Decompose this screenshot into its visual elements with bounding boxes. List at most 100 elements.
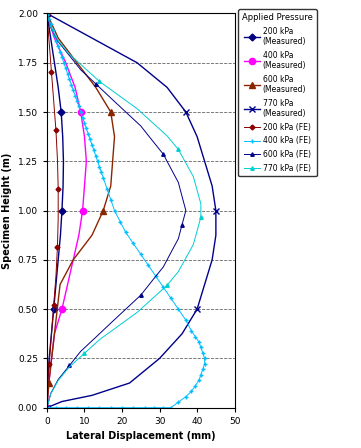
600 kPa (FE) [180, 194, 184, 199]
200 kPa (FE) [45, 405, 49, 410]
200 kPa
(Measured) [49, 331, 53, 336]
Line: 770 kPa
(Measured): 770 kPa (Measured) [43, 10, 219, 411]
600 kPa (FE) [67, 363, 71, 368]
400 kPa (FE) [64, 65, 68, 71]
770 kPa (FE) [176, 147, 180, 152]
770 kPa (FE) [67, 364, 71, 370]
200 kPa (FE) [49, 332, 53, 337]
770 kPa (FE) [135, 106, 139, 112]
200 kPa
(Measured) [45, 380, 50, 386]
770 kPa
(Measured) [165, 85, 169, 90]
770 kPa
(Measured) [210, 257, 214, 263]
770 kPa (FE) [67, 52, 71, 57]
600 kPa (FE) [79, 349, 83, 354]
600 kPa (FE) [109, 320, 113, 326]
Line: 770 kPa (FE): 770 kPa (FE) [45, 12, 203, 409]
600 kPa (FE) [56, 377, 60, 382]
200 kPa
(Measured) [52, 306, 56, 312]
600 kPa (FE) [169, 250, 173, 255]
400 kPa
(Measured) [84, 159, 88, 164]
200 kPa (FE) [47, 361, 51, 366]
200 kPa
(Measured) [47, 356, 51, 361]
770 kPa
(Measured) [135, 60, 139, 65]
770 kPa (FE) [48, 392, 53, 397]
600 kPa (FE) [139, 293, 143, 298]
770 kPa (FE) [184, 160, 188, 166]
400 kPa (FE) [45, 11, 49, 16]
200 kPa (FE) [49, 69, 53, 74]
400 kPa (FE) [161, 284, 165, 290]
770 kPa (FE) [97, 337, 102, 342]
770 kPa (FE) [184, 255, 188, 261]
770 kPa
(Measured) [90, 392, 94, 398]
600 kPa (FE) [169, 166, 173, 171]
600 kPa (FE) [161, 264, 165, 270]
600 kPa
(Measured) [71, 257, 75, 263]
200 kPa
(Measured) [48, 35, 53, 41]
Line: 400 kPa
(Measured): 400 kPa (Measured) [44, 10, 90, 411]
600 kPa (FE) [45, 405, 49, 410]
770 kPa (FE) [191, 242, 196, 247]
200 kPa (FE) [55, 157, 60, 162]
770 kPa (FE) [82, 65, 87, 70]
770 kPa (FE) [199, 215, 203, 220]
770 kPa
(Measured) [127, 380, 132, 386]
600 kPa
(Measured) [93, 85, 98, 90]
600 kPa (FE) [184, 208, 188, 213]
600 kPa
(Measured) [110, 159, 115, 164]
770 kPa
(Measured) [45, 11, 49, 16]
770 kPa
(Measured) [157, 356, 162, 361]
770 kPa (FE) [199, 201, 203, 207]
770 kPa
(Measured) [60, 399, 64, 404]
400 kPa
(Measured) [82, 183, 87, 189]
770 kPa (FE) [56, 38, 60, 43]
200 kPa (FE) [46, 26, 50, 31]
600 kPa
(Measured) [112, 134, 117, 139]
770 kPa (FE) [45, 11, 49, 16]
770 kPa
(Measured) [184, 109, 188, 115]
400 kPa (FE) [77, 104, 81, 109]
600 kPa
(Measured) [109, 109, 113, 115]
600 kPa
(Measured) [101, 208, 105, 213]
600 kPa (FE) [176, 236, 180, 241]
770 kPa (FE) [97, 79, 102, 84]
770 kPa
(Measured) [210, 183, 214, 189]
770 kPa (FE) [48, 24, 53, 30]
600 kPa (FE) [67, 53, 71, 58]
400 kPa
(Measured) [52, 35, 57, 41]
200 kPa
(Measured) [45, 11, 49, 16]
200 kPa (FE) [56, 215, 60, 220]
200 kPa (FE) [51, 318, 55, 323]
400 kPa (FE) [193, 334, 197, 339]
600 kPa (FE) [161, 151, 165, 157]
600 kPa
(Measured) [47, 380, 51, 386]
770 kPa (FE) [116, 92, 121, 98]
600 kPa (FE) [93, 335, 98, 340]
770 kPa
(Measured) [214, 233, 218, 238]
770 kPa (FE) [116, 323, 121, 329]
770 kPa (FE) [82, 351, 87, 356]
200 kPa (FE) [56, 186, 60, 191]
600 kPa
(Measured) [90, 233, 94, 238]
200 kPa
(Measured) [61, 159, 66, 164]
600 kPa
(Measured) [45, 405, 49, 410]
770 kPa
(Measured) [203, 159, 207, 164]
200 kPa (FE) [52, 303, 56, 308]
400 kPa
(Measured) [71, 257, 75, 263]
600 kPa
(Measured) [45, 11, 49, 16]
200 kPa (FE) [53, 113, 57, 118]
200 kPa (FE) [52, 98, 56, 103]
200 kPa
(Measured) [60, 208, 64, 213]
Line: 400 kPa (FE): 400 kPa (FE) [44, 11, 207, 410]
770 kPa (FE) [45, 405, 49, 410]
400 kPa (FE) [169, 405, 173, 410]
200 kPa
(Measured) [61, 183, 65, 189]
200 kPa
(Measured) [52, 60, 57, 65]
400 kPa
(Measured) [65, 282, 70, 287]
400 kPa
(Measured) [60, 306, 64, 312]
600 kPa (FE) [48, 391, 53, 396]
400 kPa
(Measured) [45, 405, 49, 410]
400 kPa (FE) [201, 350, 205, 356]
200 kPa (FE) [56, 172, 60, 177]
200 kPa (FE) [55, 259, 59, 264]
